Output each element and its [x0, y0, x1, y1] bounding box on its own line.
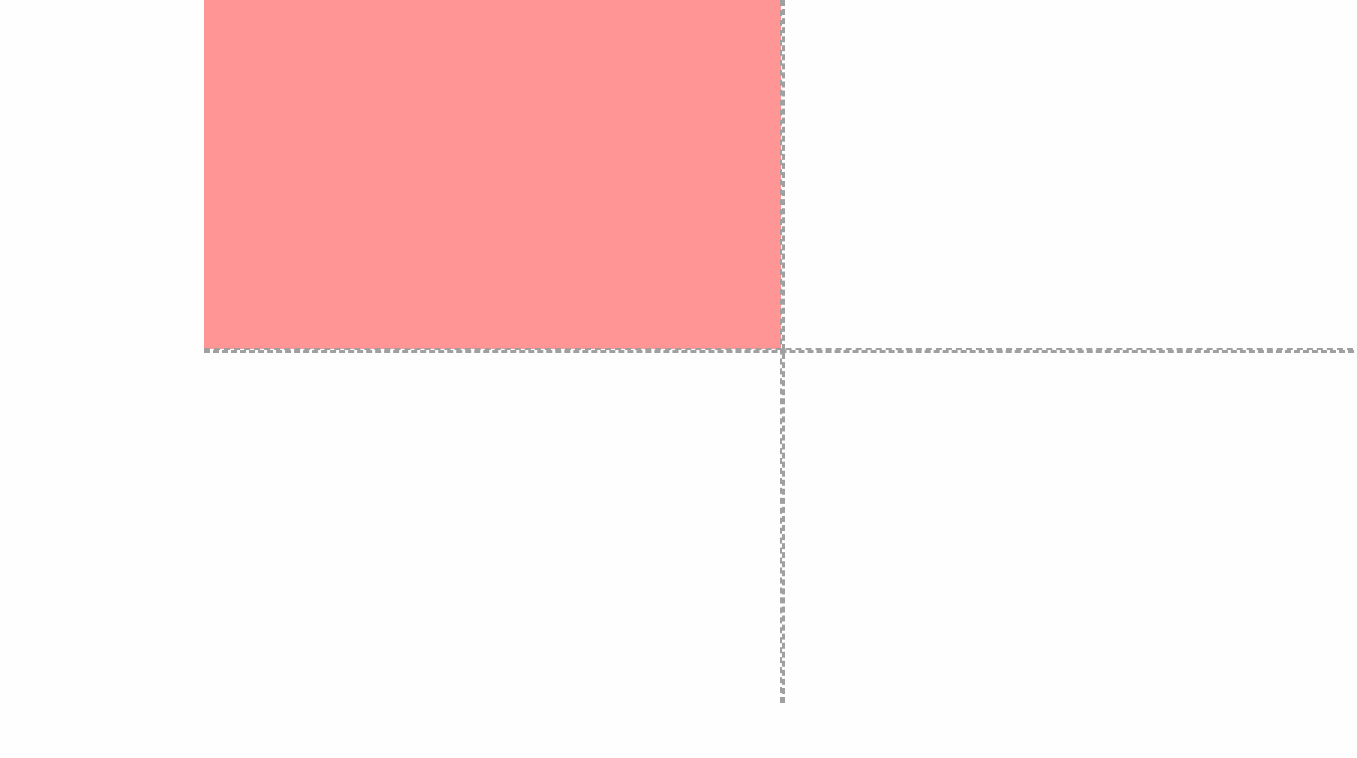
- horizontal-guide-line: [204, 348, 1357, 353]
- selected-rectangle[interactable]: [204, 0, 781, 349]
